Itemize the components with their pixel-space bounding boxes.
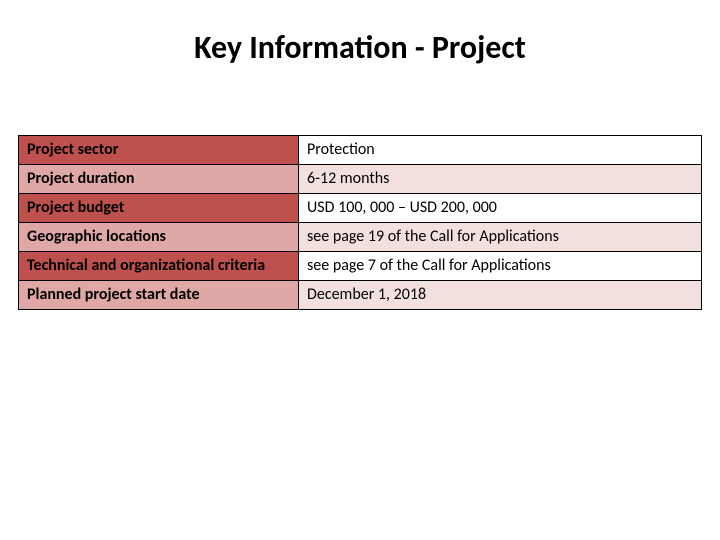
row-label: Planned project start date xyxy=(19,281,299,310)
table-row: Project sector Protection xyxy=(19,136,702,165)
row-value: USD 100, 000 – USD 200, 000 xyxy=(299,194,702,223)
table-row: Planned project start date December 1, 2… xyxy=(19,281,702,310)
table-row: Project duration 6-12 months xyxy=(19,165,702,194)
row-value: December 1, 2018 xyxy=(299,281,702,310)
row-value: Protection xyxy=(299,136,702,165)
row-value: see page 19 of the Call for Applications xyxy=(299,223,702,252)
project-info-table: Project sector Protection Project durati… xyxy=(18,135,702,310)
row-value: 6-12 months xyxy=(299,165,702,194)
table-row: Project budget USD 100, 000 – USD 200, 0… xyxy=(19,194,702,223)
project-info-tbody: Project sector Protection Project durati… xyxy=(19,136,702,310)
table-row: Technical and organizational criteria se… xyxy=(19,252,702,281)
row-label: Geographic locations xyxy=(19,223,299,252)
row-label: Project budget xyxy=(19,194,299,223)
row-label: Project duration xyxy=(19,165,299,194)
table-row: Geographic locations see page 19 of the … xyxy=(19,223,702,252)
slide-title: Key Information - Project xyxy=(18,28,702,67)
row-value: see page 7 of the Call for Applications xyxy=(299,252,702,281)
row-label: Technical and organizational criteria xyxy=(19,252,299,281)
row-label: Project sector xyxy=(19,136,299,165)
